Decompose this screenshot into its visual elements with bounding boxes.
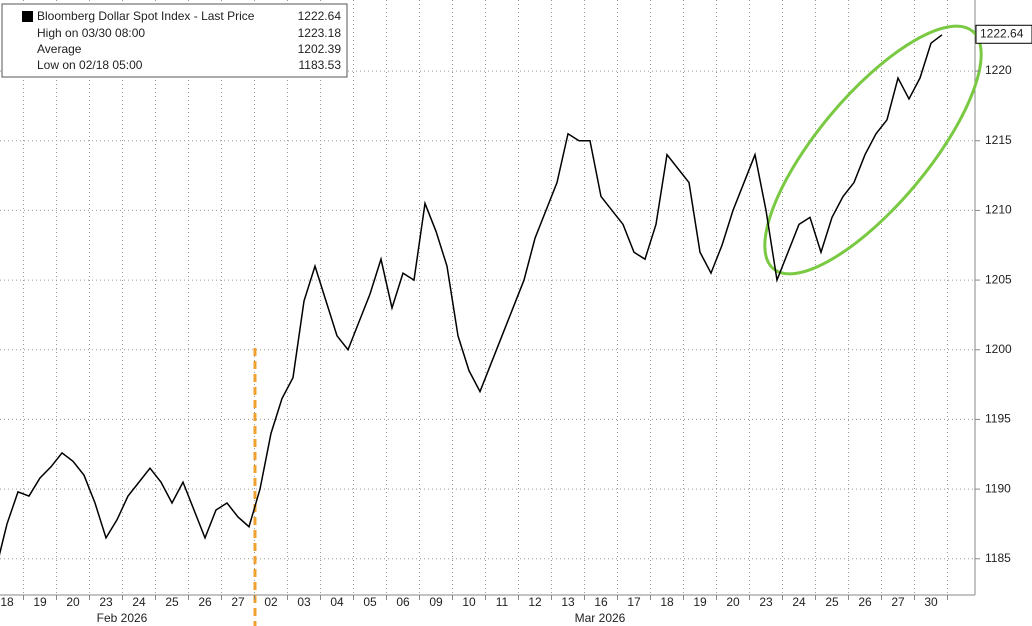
x-tick-label: 27: [231, 595, 245, 609]
x-tick-label: 18: [660, 595, 674, 609]
last-price-tag: [975, 24, 1032, 44]
x-tick-label: 26: [198, 595, 212, 609]
x-tick-label: 12: [528, 595, 542, 609]
x-tick-label: 27: [891, 595, 905, 609]
legend-value: 1223.18: [298, 26, 342, 40]
y-tick-label: 1190: [985, 481, 1011, 495]
x-tick-label: 20: [726, 595, 740, 609]
x-tick-label: 05: [363, 595, 377, 609]
y-tick-label: 1200: [985, 342, 1012, 356]
legend-label: Low on 02/18 05:00: [37, 58, 143, 72]
x-tick-label: 06: [396, 595, 410, 609]
x-tick-label: 13: [561, 595, 575, 609]
legend-value: 1202.39: [298, 42, 342, 56]
y-tick-label: 1210: [985, 203, 1012, 217]
legend-swatch: [22, 11, 33, 22]
month-label: Feb 2026: [97, 611, 148, 625]
x-tick-label: 26: [858, 595, 872, 609]
x-tick-label: 24: [792, 595, 806, 609]
x-tick-label: 17: [627, 595, 641, 609]
x-tick-label: 20: [66, 595, 80, 609]
month-label: Mar 2026: [575, 611, 626, 625]
x-tick-label: 16: [594, 595, 608, 609]
y-tick-label: 1205: [985, 272, 1012, 286]
x-tick-label: 09: [429, 595, 443, 609]
x-tick-label: 25: [165, 595, 179, 609]
legend-label: Average: [37, 42, 82, 56]
legend-value: 1222.64: [298, 9, 342, 23]
x-tick-label: 24: [132, 595, 146, 609]
legend-box: [1, 3, 348, 78]
x-tick-label: 03: [297, 595, 311, 609]
x-tick-label: 10: [462, 595, 476, 609]
y-tick-label: 1215: [985, 133, 1012, 147]
x-tick-label: 02: [264, 595, 278, 609]
x-tick-label: 11: [496, 595, 509, 609]
x-tick-label: 19: [33, 595, 47, 609]
legend-title: Bloomberg Dollar Spot Index - Last Price: [37, 9, 255, 23]
y-tick-label: 1220: [985, 63, 1012, 77]
y-tick-label: 1185: [985, 551, 1011, 565]
x-tick-label: 23: [99, 595, 113, 609]
last-price-label: 1222.64: [980, 26, 1024, 40]
y-tick-label: 1195: [985, 412, 1011, 426]
legend-value: 1183.53: [299, 58, 342, 72]
x-tick-label: 18: [0, 595, 14, 609]
series-line: [0, 34, 943, 556]
x-tick-label: 30: [924, 595, 938, 609]
legend-label: High on 03/30 08:00: [37, 26, 145, 40]
x-tick-label: 19: [693, 595, 707, 609]
x-tick-label: 25: [825, 595, 839, 609]
x-tick-label: 04: [330, 595, 344, 609]
highlight-ellipse: [763, 24, 983, 276]
x-tick-label: 23: [759, 595, 773, 609]
